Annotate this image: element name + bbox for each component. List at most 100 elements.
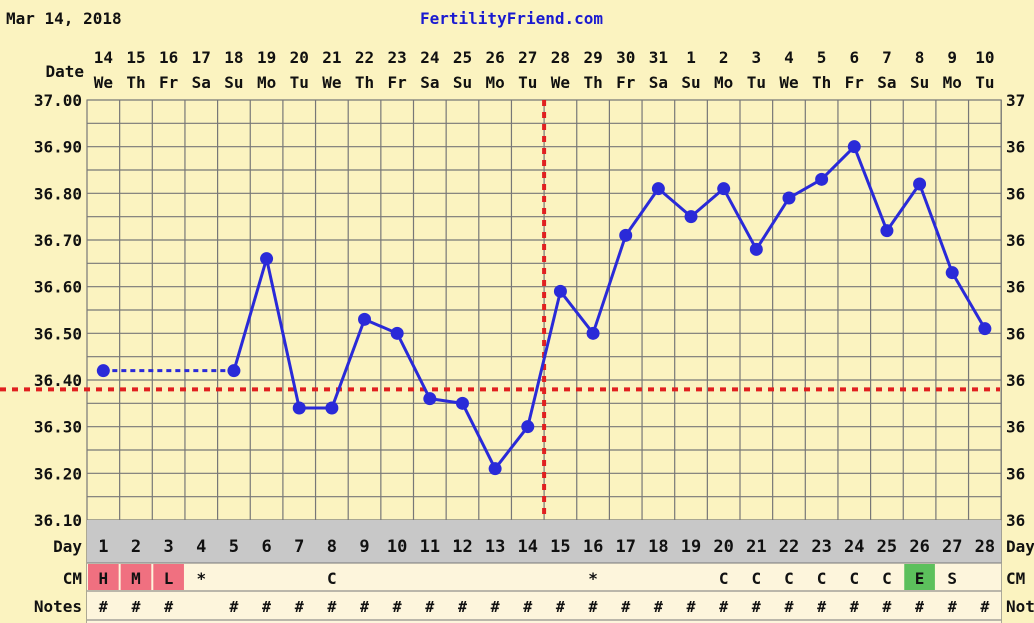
notes-value: # bbox=[817, 598, 826, 616]
day-number: 22 bbox=[779, 537, 799, 557]
temp-segment bbox=[559, 290, 595, 335]
date-label: 5 bbox=[817, 48, 827, 67]
y-tick-label-right: 36 bbox=[1006, 278, 1025, 297]
notes-row-label-right: Notes bbox=[1006, 597, 1034, 616]
day-number: 25 bbox=[877, 537, 897, 557]
site-link[interactable]: FertilityFriend.com bbox=[420, 9, 603, 28]
cm-value: C bbox=[784, 569, 794, 588]
date-label: 4 bbox=[784, 48, 794, 67]
weekday-label: Su bbox=[681, 73, 700, 92]
temp-point bbox=[586, 326, 600, 340]
date-label: 25 bbox=[453, 48, 472, 67]
temp-segment bbox=[918, 183, 954, 274]
cm-notes-rows bbox=[87, 563, 1002, 623]
day-number: 3 bbox=[164, 537, 174, 557]
cm-value: C bbox=[752, 569, 762, 588]
day-number: 27 bbox=[942, 537, 962, 557]
day-number: 20 bbox=[713, 537, 733, 557]
day-row-label-right: Day bbox=[1006, 537, 1034, 556]
cm-cell-highlight bbox=[904, 564, 935, 590]
notes-value: # bbox=[948, 598, 957, 616]
weekday-label: Su bbox=[910, 73, 929, 92]
weekday-label: Sa bbox=[420, 73, 439, 92]
temp-segment bbox=[755, 197, 791, 251]
notes-value: # bbox=[425, 598, 434, 616]
notes-value: # bbox=[882, 598, 891, 616]
date-label: 19 bbox=[257, 48, 276, 67]
y-tick-label: 36.60 bbox=[34, 278, 82, 297]
day-number: 26 bbox=[909, 537, 929, 557]
weekday-label: Mo bbox=[485, 73, 504, 92]
notes-value: # bbox=[784, 598, 793, 616]
notes-value: # bbox=[980, 598, 989, 616]
y-tick-label-right: 36 bbox=[1006, 138, 1025, 157]
day-number: 18 bbox=[648, 537, 668, 557]
day-number: 16 bbox=[583, 537, 603, 557]
temp-point bbox=[227, 364, 241, 378]
date-label: 9 bbox=[947, 48, 957, 67]
temp-point bbox=[292, 401, 306, 415]
weekday-label: We bbox=[551, 73, 570, 92]
temp-point bbox=[390, 326, 404, 340]
y-tick-label: 36.80 bbox=[34, 184, 82, 203]
notes-value: # bbox=[458, 598, 467, 616]
day-number: 8 bbox=[327, 537, 337, 557]
notes-value: # bbox=[719, 598, 728, 616]
day-number: 19 bbox=[681, 537, 701, 557]
date-label: 27 bbox=[518, 48, 537, 67]
temp-segment bbox=[722, 187, 758, 251]
notes-row-label: Notes bbox=[34, 597, 82, 616]
notes-value: # bbox=[621, 598, 630, 616]
y-tick-label: 36.20 bbox=[34, 464, 82, 483]
temp-point bbox=[455, 396, 469, 410]
cm-cell-highlight bbox=[153, 564, 184, 590]
weekday-label: Tu bbox=[518, 73, 537, 92]
y-tick-label-right: 36 bbox=[1006, 464, 1025, 483]
weekday-label: Tu bbox=[975, 73, 994, 92]
temp-point bbox=[651, 182, 665, 196]
cm-row-label-right: CM bbox=[1006, 569, 1025, 588]
weekday-label: Fr bbox=[845, 73, 864, 92]
date-label: 30 bbox=[616, 48, 635, 67]
temp-point bbox=[325, 401, 339, 415]
y-tick-label: 36.70 bbox=[34, 231, 82, 250]
temp-point bbox=[880, 224, 894, 238]
weekday-label: Sa bbox=[649, 73, 668, 92]
temp-segment bbox=[657, 187, 693, 218]
y-tick-label: 37.00 bbox=[34, 91, 82, 110]
weekday-label: Th bbox=[812, 73, 831, 92]
day-number: 15 bbox=[550, 537, 570, 557]
date-label: 2 bbox=[719, 48, 729, 67]
date-label: 8 bbox=[915, 48, 925, 67]
weekday-label: Sa bbox=[877, 73, 896, 92]
weekday-label: Mo bbox=[714, 73, 733, 92]
y-tick-label-right: 36 bbox=[1006, 231, 1025, 250]
cm-value: * bbox=[588, 569, 598, 588]
date-label: 29 bbox=[583, 48, 602, 67]
day-number: 12 bbox=[452, 537, 472, 557]
temp-segment bbox=[493, 425, 529, 470]
notes-value: # bbox=[491, 598, 500, 616]
date-label: 24 bbox=[420, 48, 439, 67]
temp-point bbox=[978, 322, 992, 336]
day-number: 9 bbox=[359, 537, 369, 557]
notes-value: # bbox=[131, 598, 140, 616]
notes-value: # bbox=[262, 598, 271, 616]
cm-value: H bbox=[99, 569, 109, 588]
weekday-label: Sa bbox=[192, 73, 211, 92]
cm-value: C bbox=[882, 569, 892, 588]
date-label: 28 bbox=[551, 48, 570, 67]
temp-segment bbox=[232, 258, 269, 372]
temp-segment bbox=[885, 183, 921, 232]
day-row-label: Day bbox=[53, 537, 82, 556]
day-number: 21 bbox=[746, 537, 766, 557]
day-row bbox=[87, 520, 1002, 563]
notes-value: # bbox=[523, 598, 532, 616]
weekday-label: Tu bbox=[290, 73, 309, 92]
day-number: 17 bbox=[615, 537, 635, 557]
notes-value: # bbox=[99, 598, 108, 616]
weekday-label: Su bbox=[224, 73, 243, 92]
day-number: 1 bbox=[98, 537, 108, 557]
temp-point bbox=[749, 242, 763, 256]
